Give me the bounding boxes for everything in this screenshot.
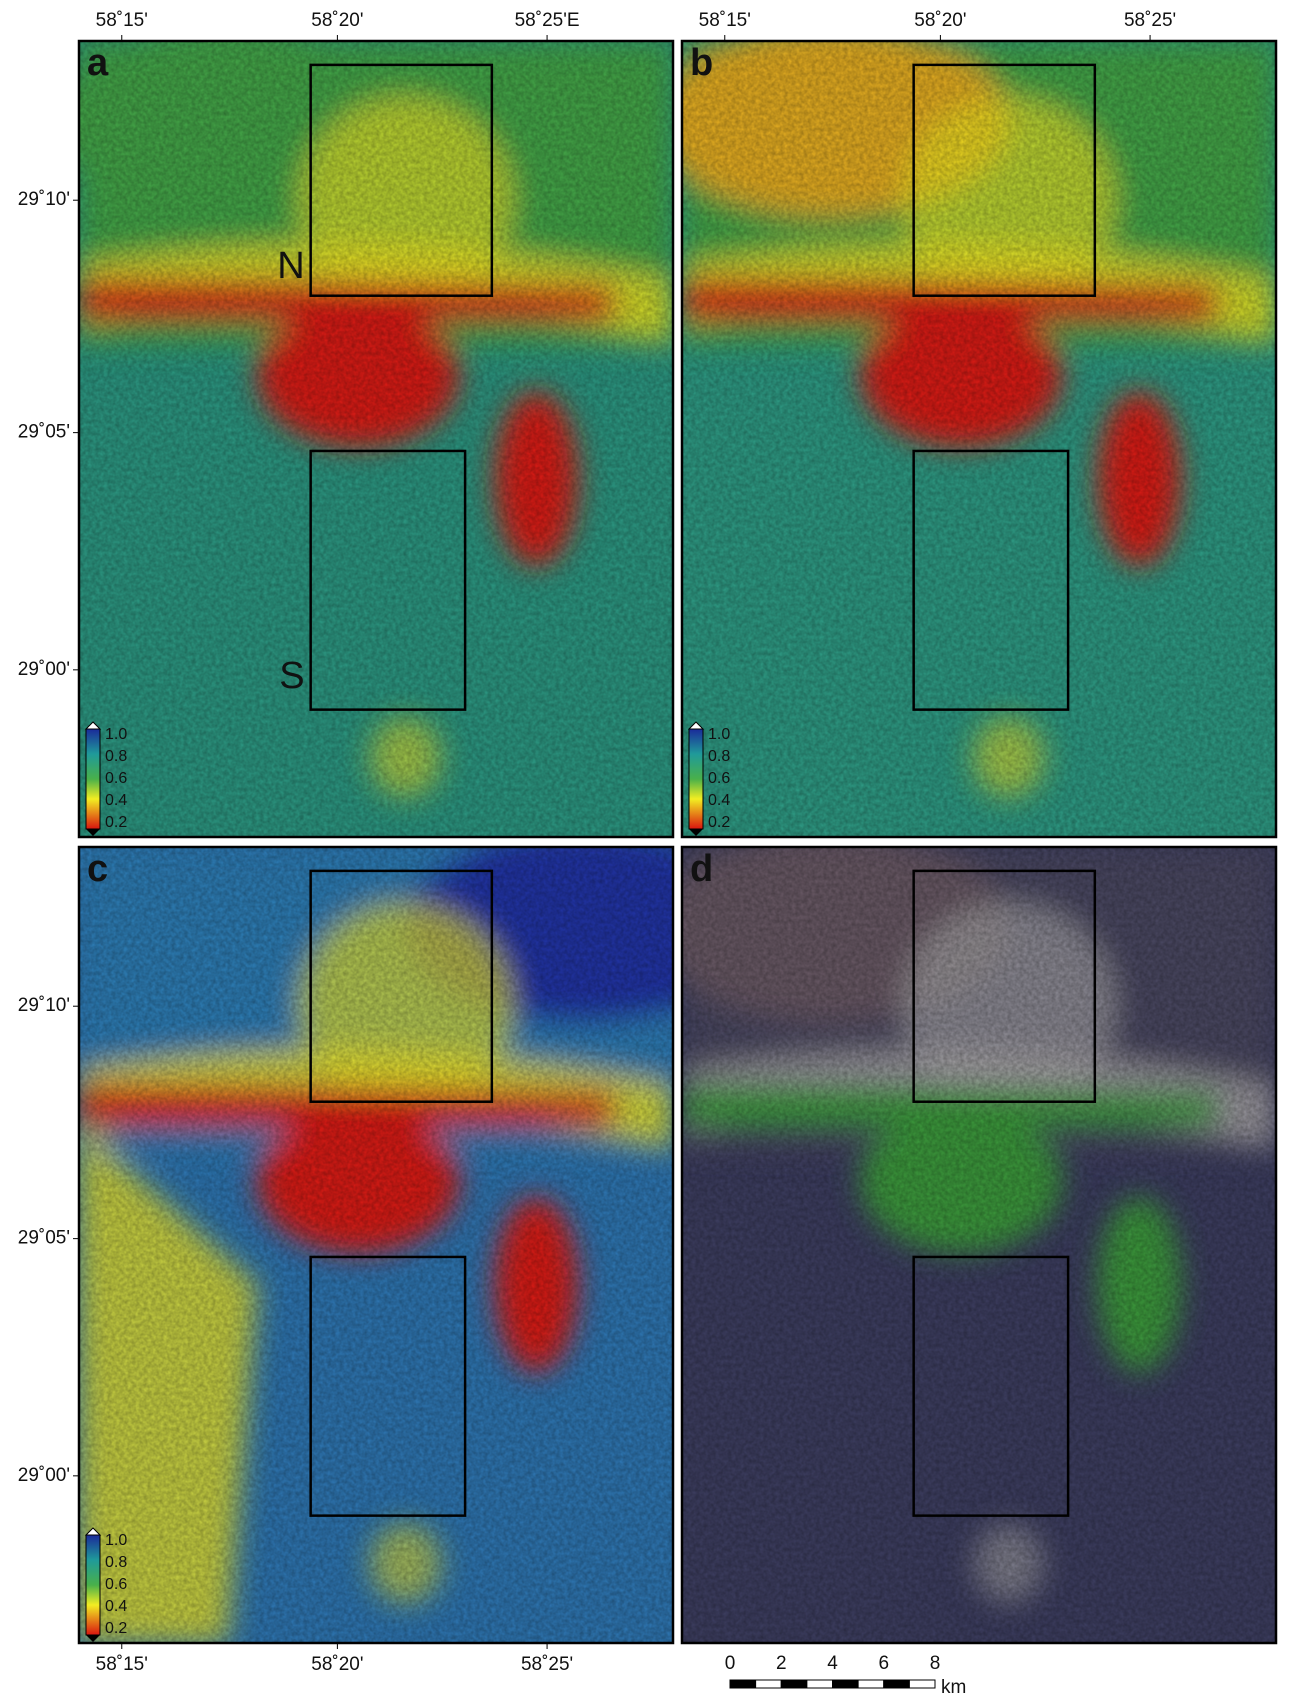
- colorbar-label: 0.6: [105, 770, 127, 787]
- lat-label: 29˚00': [18, 1465, 70, 1486]
- study-box: [309, 1255, 467, 1517]
- colorbar-label: 0.2: [708, 814, 730, 831]
- map-panel: d: [680, 845, 1278, 1645]
- colorbar-cap: [84, 1527, 102, 1536]
- map-panel: a N S 58˚15' 58˚20' 58˚25'E 29˚10' 29˚05' 29˚00'…: [18, 10, 675, 839]
- colorbar-label: 0.8: [105, 748, 127, 765]
- scale-bar: 0 2 4 6 8km: [725, 1653, 967, 1698]
- panel-frame: [77, 845, 675, 1645]
- box-label: N: [277, 245, 304, 287]
- panel-frame: [77, 39, 675, 839]
- lon-label: 58˚15': [96, 10, 148, 31]
- scale-segment: [883, 1679, 910, 1689]
- colorbar: [688, 728, 704, 830]
- scale-segment: [755, 1679, 782, 1689]
- study-box: [309, 869, 494, 1103]
- texture: [79, 847, 673, 1643]
- study-box: [912, 449, 1070, 711]
- scale-segment: [857, 1679, 885, 1689]
- texture: [79, 41, 673, 837]
- colorbar-label: 0.2: [105, 814, 127, 831]
- colorbar-cap: [687, 721, 705, 730]
- scale-segment: [832, 1679, 859, 1689]
- colorbar-label: 0.2: [105, 1620, 127, 1637]
- lat-label: 29˚10': [18, 995, 70, 1016]
- colorbar-cap: [86, 829, 100, 836]
- colorbar-label: 0.4: [105, 792, 127, 809]
- lon-label: 58˚20': [311, 10, 363, 31]
- lat-label: 29˚05': [18, 422, 70, 443]
- colorbar-label: 0.8: [105, 1554, 127, 1571]
- lon-label: 58˚25': [521, 1654, 573, 1675]
- lon-label: 58˚20': [914, 10, 966, 31]
- study-box: [309, 63, 494, 297]
- map-panel: b 58˚15' 58˚20' 58˚25' 1.0 0.8 0.6 0.4 0.2: [680, 10, 1278, 839]
- scale-label: 0: [725, 1653, 736, 1674]
- study-box: [912, 1255, 1070, 1517]
- colorbar-label: 0.6: [708, 770, 730, 787]
- colorbar-label: 0.4: [105, 1598, 127, 1615]
- lon-label: 58˚25': [1124, 10, 1176, 31]
- lon-label: 58˚25'E: [515, 10, 580, 31]
- lon-label: 58˚15': [699, 10, 751, 31]
- scale-segment: [780, 1679, 808, 1689]
- scale-segment: [806, 1679, 833, 1689]
- colorbar: [85, 1534, 101, 1636]
- scale-label: 6: [878, 1653, 889, 1674]
- map-image: [79, 847, 673, 1643]
- panel-label: b: [690, 42, 713, 84]
- colorbar-label: 1.0: [105, 726, 127, 743]
- panel-label: c: [87, 848, 108, 890]
- panel-label: a: [87, 42, 109, 84]
- scale-label: 4: [827, 1653, 838, 1674]
- scale-segment: [908, 1679, 936, 1689]
- lon-label: 58˚15': [96, 1654, 148, 1675]
- colorbar-label: 1.0: [708, 726, 730, 743]
- colorbar-label: 0.4: [708, 792, 730, 809]
- colorbar-label: 0.6: [105, 1576, 127, 1593]
- scale-segment: [729, 1679, 757, 1689]
- panel-frame: [680, 39, 1278, 839]
- panel-label: d: [690, 848, 713, 890]
- colorbar-cap: [86, 1635, 100, 1642]
- colorbar-label: 1.0: [105, 1532, 127, 1549]
- texture: [682, 41, 1276, 837]
- map-image: [79, 41, 673, 837]
- study-box: [912, 63, 1097, 297]
- scale-unit: km: [941, 1677, 966, 1698]
- texture: [682, 847, 1276, 1643]
- map-image: [682, 847, 1276, 1643]
- lat-label: 29˚10': [18, 189, 70, 210]
- colorbar-label: 0.8: [708, 748, 730, 765]
- colorbar-cap: [84, 721, 102, 730]
- scale-label: 8: [930, 1653, 941, 1674]
- study-box: [912, 869, 1097, 1103]
- map-image: [682, 41, 1276, 837]
- map-panel: c 58˚15' 58˚20' 58˚25' 29˚10' 29˚05' 29˚00' 1.0…: [18, 845, 675, 1675]
- lat-label: 29˚05': [18, 1228, 70, 1249]
- box-label: S: [279, 655, 304, 697]
- colorbar-cap: [689, 829, 703, 836]
- lon-label: 58˚20': [311, 1654, 363, 1675]
- panel-frame: [680, 845, 1278, 1645]
- colorbar: [85, 728, 101, 830]
- scale-label: 2: [776, 1653, 787, 1674]
- lat-label: 29˚00': [18, 659, 70, 680]
- study-box: [309, 449, 467, 711]
